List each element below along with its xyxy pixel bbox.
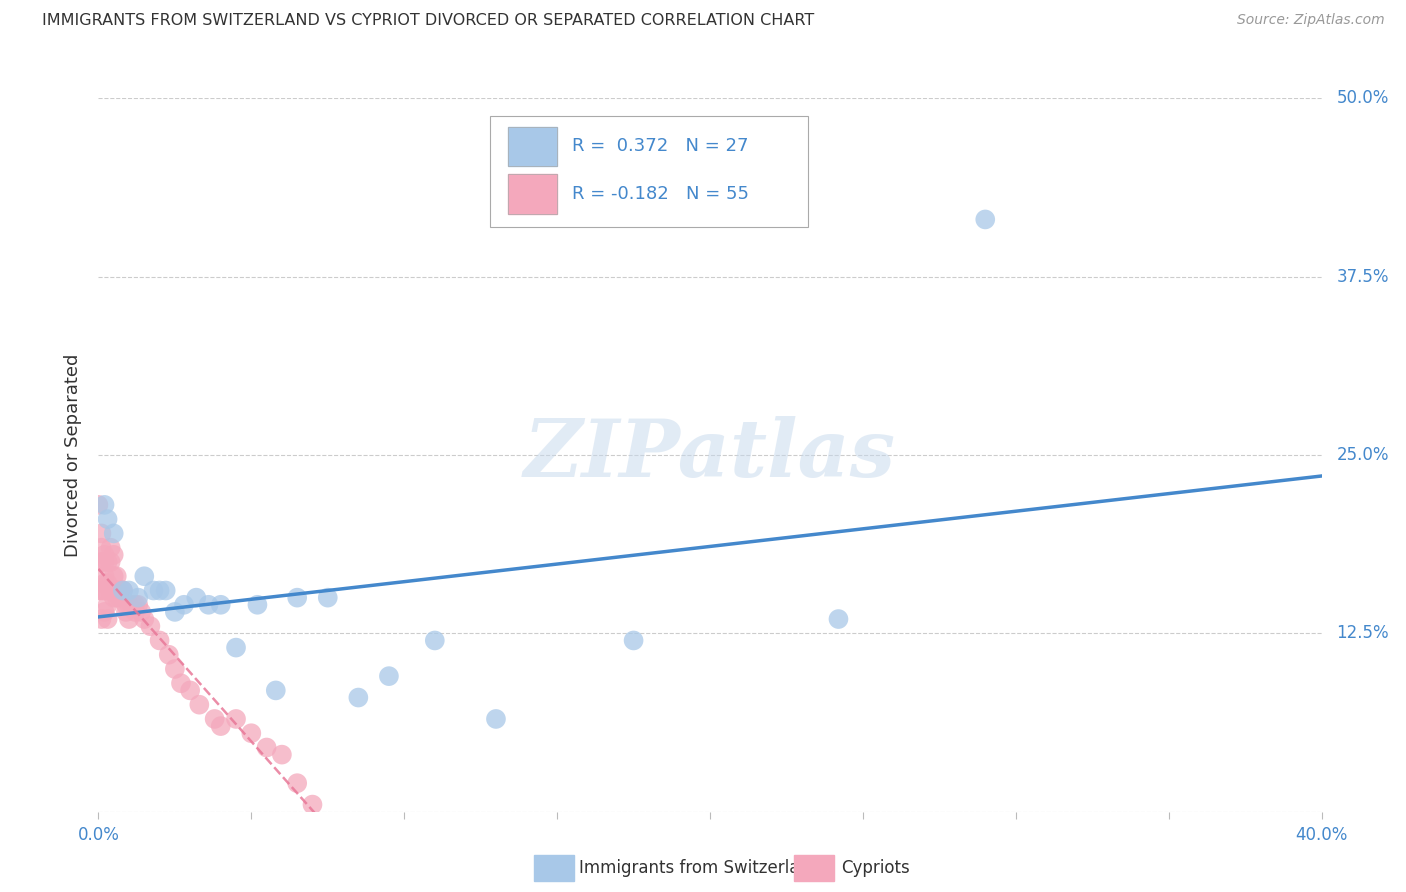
Point — [163, 662, 186, 676]
Point — [93, 583, 115, 598]
Point — [209, 719, 232, 733]
Point — [423, 633, 446, 648]
Point — [97, 512, 120, 526]
Point — [105, 583, 128, 598]
Point — [264, 683, 287, 698]
Point — [115, 598, 138, 612]
Point — [173, 598, 195, 612]
Point — [90, 555, 112, 569]
Point — [90, 541, 112, 555]
Y-axis label: Divorced or Separated: Divorced or Separated — [65, 353, 83, 557]
Point — [111, 583, 134, 598]
Point — [347, 690, 370, 705]
Point — [90, 526, 112, 541]
Point — [157, 648, 180, 662]
Point — [827, 612, 849, 626]
Point — [93, 605, 115, 619]
Point — [149, 583, 172, 598]
Point — [204, 712, 226, 726]
Point — [139, 619, 162, 633]
Point — [103, 569, 125, 583]
Point — [149, 633, 172, 648]
Point — [97, 555, 120, 569]
Point — [105, 591, 128, 605]
Point — [100, 541, 122, 555]
Point — [301, 797, 323, 812]
Point — [186, 591, 208, 605]
Point — [124, 598, 146, 612]
Point — [163, 605, 186, 619]
Point — [97, 576, 120, 591]
Text: 50.0%: 50.0% — [1336, 89, 1389, 107]
Point — [485, 712, 508, 726]
Point — [93, 555, 115, 569]
Point — [378, 669, 401, 683]
Text: ZIPatlas: ZIPatlas — [524, 417, 896, 493]
Point — [246, 598, 269, 612]
Bar — [508, 127, 557, 166]
Point — [100, 583, 122, 598]
Point — [188, 698, 211, 712]
Text: Source: ZipAtlas.com: Source: ZipAtlas.com — [1237, 13, 1385, 28]
Text: Cypriots: Cypriots — [841, 859, 910, 877]
Point — [134, 612, 156, 626]
Point — [105, 569, 128, 583]
Point — [115, 605, 138, 619]
Point — [103, 548, 125, 562]
Text: R = -0.182   N = 55: R = -0.182 N = 55 — [572, 186, 749, 203]
Point — [90, 612, 112, 626]
Point — [103, 591, 125, 605]
Point — [103, 526, 125, 541]
Point — [240, 726, 263, 740]
Point — [155, 583, 177, 598]
Point — [108, 591, 131, 605]
Point — [197, 598, 219, 612]
Point — [100, 555, 122, 569]
Point — [285, 591, 308, 605]
Point — [225, 640, 247, 655]
Point — [134, 569, 156, 583]
Point — [209, 598, 232, 612]
Point — [118, 612, 141, 626]
Point — [93, 569, 115, 583]
Point — [97, 598, 120, 612]
Point — [118, 583, 141, 598]
Text: 37.5%: 37.5% — [1336, 268, 1389, 285]
Point — [108, 583, 131, 598]
Point — [97, 612, 120, 626]
Point — [87, 498, 110, 512]
Bar — [508, 175, 557, 214]
Point — [129, 605, 152, 619]
Point — [316, 591, 339, 605]
Bar — [508, 127, 557, 166]
Point — [285, 776, 308, 790]
Point — [121, 598, 143, 612]
Point — [111, 583, 134, 598]
Point — [127, 598, 149, 612]
Point — [127, 591, 149, 605]
Text: 25.0%: 25.0% — [1336, 446, 1389, 464]
Point — [124, 605, 146, 619]
Point — [111, 583, 134, 598]
Text: R =  0.372   N = 27: R = 0.372 N = 27 — [572, 137, 748, 155]
Point — [974, 212, 997, 227]
Point — [142, 583, 165, 598]
Point — [87, 583, 110, 598]
Point — [90, 583, 112, 598]
Point — [270, 747, 292, 762]
Bar — [508, 175, 557, 214]
Point — [170, 676, 193, 690]
Text: Immigrants from Switzerland: Immigrants from Switzerland — [579, 859, 821, 877]
Point — [118, 598, 141, 612]
Text: 12.5%: 12.5% — [1336, 624, 1389, 642]
Text: IMMIGRANTS FROM SWITZERLAND VS CYPRIOT DIVORCED OR SEPARATED CORRELATION CHART: IMMIGRANTS FROM SWITZERLAND VS CYPRIOT D… — [42, 13, 814, 29]
Point — [623, 633, 645, 648]
Point — [93, 576, 115, 591]
Point — [256, 740, 278, 755]
FancyBboxPatch shape — [489, 116, 808, 227]
Point — [93, 498, 115, 512]
Point — [93, 548, 115, 562]
Point — [225, 712, 247, 726]
Point — [179, 683, 201, 698]
